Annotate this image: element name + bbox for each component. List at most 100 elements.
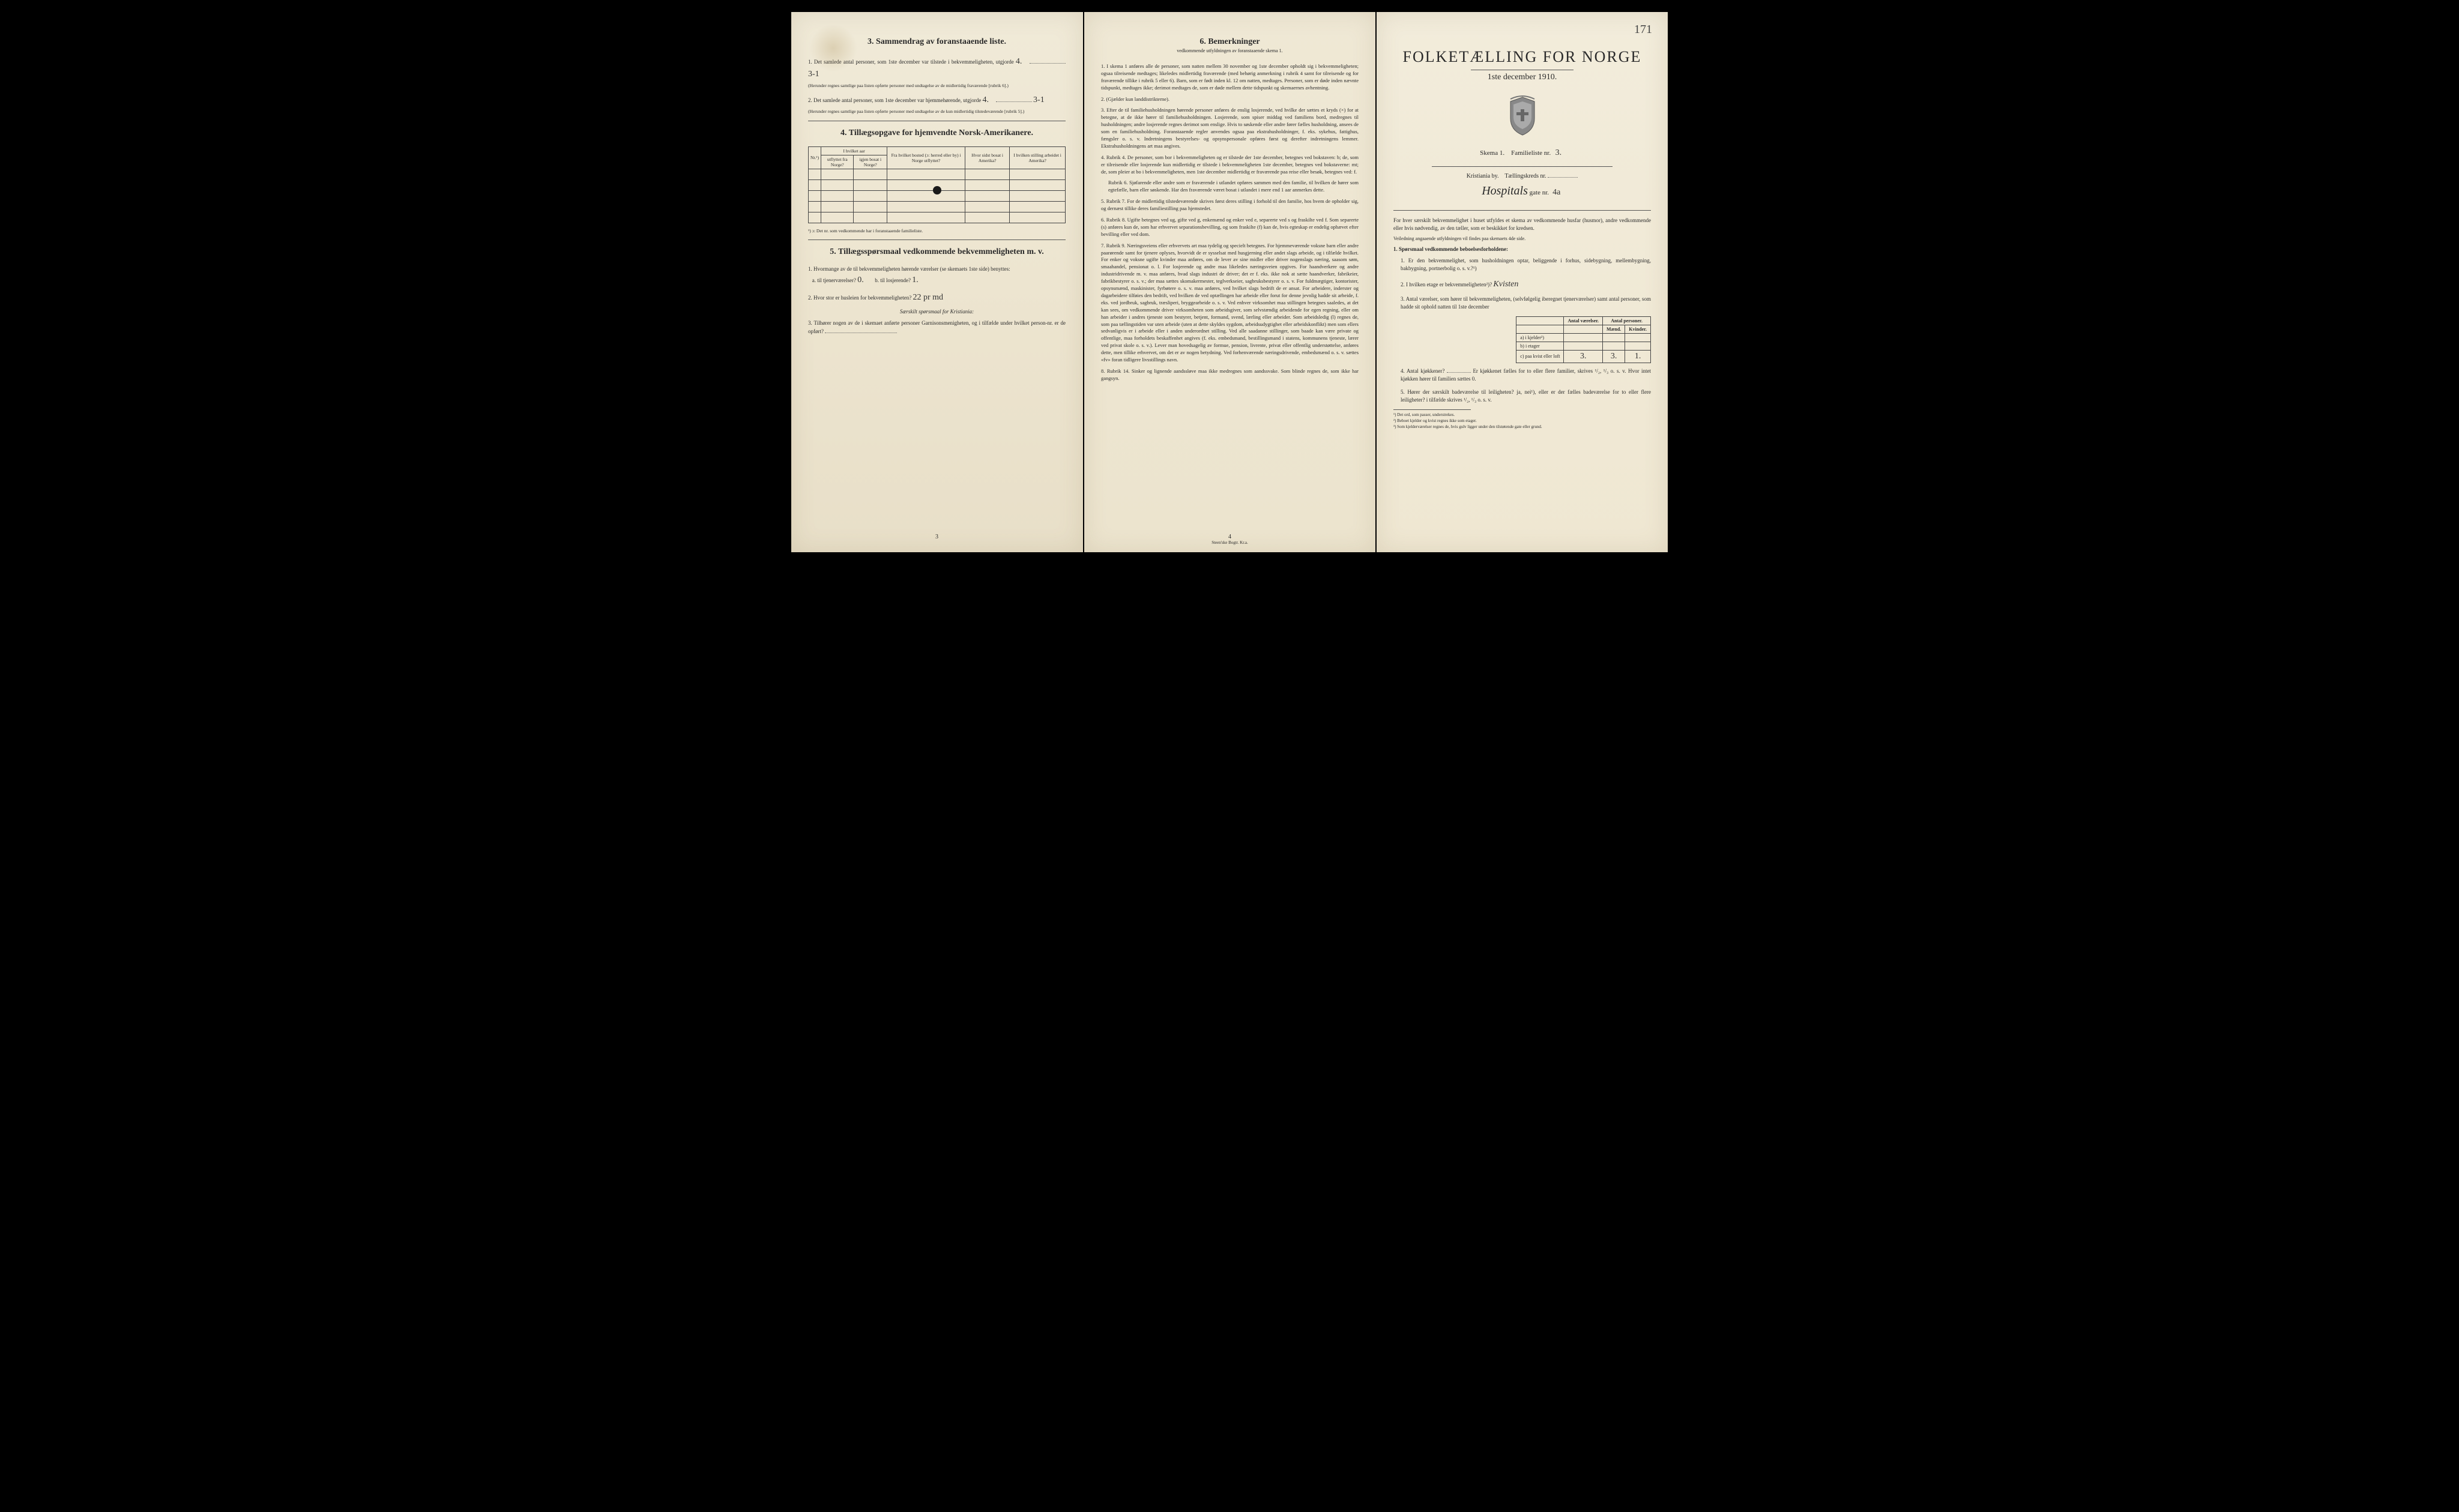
rule xyxy=(1393,210,1651,211)
rq2: 2. I hvilken etage er bekvemmeligheten²)… xyxy=(1401,278,1651,291)
q2: 2. Det samlede antal personer, som 1ste … xyxy=(808,94,1066,115)
bemerk-4b: Rubrik 6. Sjøfarende eller andre som er … xyxy=(1108,179,1359,194)
fn3: ³) Som kjelderværelser regnes de, hvis g… xyxy=(1393,424,1651,429)
dotted xyxy=(1030,58,1066,64)
gate-label: gate nr. xyxy=(1530,189,1549,196)
gate-hand: 4a xyxy=(1551,188,1563,197)
q2-text: Det samlede antal personer, som 1ste dec… xyxy=(813,97,981,103)
q2-note: (Herunder regnes samtlige paa listen opf… xyxy=(808,109,1066,115)
date-line: 1ste december 1910. xyxy=(1393,73,1651,82)
q1-note: (Herunder regnes samtlige paa listen opf… xyxy=(808,83,1066,89)
kreds-label: Tællingskreds nr. xyxy=(1504,173,1546,179)
trifold-document: 3. Sammendrag av foranstaaende liste. 1.… xyxy=(791,12,1668,552)
bemerk-5-text: Rubrik 7. For de midlertidig tilstedevær… xyxy=(1101,198,1359,211)
dotted xyxy=(825,327,897,333)
th-utflyttet: utflyttet fra Norge? xyxy=(821,155,854,169)
bemerk-7-text: Rubrik 9. Næringsveiens eller erhvervets… xyxy=(1101,242,1359,363)
s5-q1b-hand: 1. xyxy=(912,274,924,286)
byline: Kristiania by. xyxy=(1467,173,1499,179)
rule xyxy=(808,239,1066,240)
s5-q2: 2. Hvor stor er husleien for bekvemmelig… xyxy=(808,291,1066,304)
s5-subhead: Særskilt spørsmaal for Kristiania: xyxy=(808,309,1066,315)
room-table: Antal værelser. Antal personer. Mænd. Kv… xyxy=(1516,316,1651,363)
page-num-3: 3 xyxy=(935,534,938,540)
s5-q1-text: Hvormange av de til bekvemmeligheten hør… xyxy=(813,266,1010,272)
dotted xyxy=(1447,367,1471,373)
bemerk-1-text: I skema 1 anføres alle de personer, som … xyxy=(1101,63,1359,91)
skema-line: Skema 1. Familieliste nr. 3. xyxy=(1393,148,1651,158)
th-nr: Nr.¹) xyxy=(809,146,821,169)
s5-q1: 1. Hvormange av de til bekvemmeligheten … xyxy=(808,265,1066,286)
bemerk-4: 4. Rubrik 4. De personer, som bor i bekv… xyxy=(1101,154,1359,176)
s5-q1a: a. til tjenerværelser? xyxy=(812,277,856,283)
section6-sub: vedkommende utfyldningen av foranstaaend… xyxy=(1101,48,1359,53)
rq2-hand: Kvisten xyxy=(1493,278,1518,291)
th-amerika: Hvor sidst bosat i Amerika? xyxy=(965,146,1010,169)
middle-panel: 6. Bemerkninger vedkommende utfyldningen… xyxy=(1084,12,1375,552)
rq5-text: Hører der særskilt badeværelse til leili… xyxy=(1401,389,1651,403)
corner-number: 171 xyxy=(1634,23,1652,37)
rt-rowC: c) paa kvist eller loft xyxy=(1516,350,1564,363)
rt-rowA: a) i kjelder²) xyxy=(1516,333,1564,342)
main-title: FOLKETÆLLING FOR NORGE xyxy=(1393,48,1651,66)
s5-q2-hand: 22 pr md xyxy=(913,291,943,304)
rq4: 4. Antal kjøkkener? Er kjøkkenet fælles … xyxy=(1401,367,1651,384)
street-hand: Hospitals xyxy=(1482,184,1528,197)
bemerk-5: 5. Rubrik 7. For de midlertidig tilstede… xyxy=(1101,198,1359,212)
rt-rowB: b) i etager xyxy=(1516,342,1564,350)
rq3-text: Antal værelser, som hører til bekvemmeli… xyxy=(1401,296,1651,310)
s5-q3: 3. Tilhører nogen av de i skemaet anført… xyxy=(808,319,1066,336)
skema-b: Familieliste nr. xyxy=(1511,149,1551,157)
page-num-4: 4 xyxy=(1228,534,1231,540)
bemerk-8-text: Rubrik 14. Sinker og lignende aandssløve… xyxy=(1101,368,1359,381)
left-panel: 3. Sammendrag av foranstaaende liste. 1.… xyxy=(791,12,1083,552)
q-header: 1. Spørsmaal vedkommende beboelsesforhol… xyxy=(1393,245,1651,253)
bemerk-6: 6. Rubrik 8. Ugifte betegnes ved ug, gif… xyxy=(1101,217,1359,238)
th-bosat: igjen bosat i Norge? xyxy=(854,155,887,169)
th-aar: I hvilket aar xyxy=(821,146,887,155)
rt-h2a: Mænd. xyxy=(1603,325,1625,333)
bemerk-6-text: Rubrik 8. Ugifte betegnes ved ug, gifte … xyxy=(1101,217,1359,237)
q1-hand2: 3-1 xyxy=(808,68,820,80)
dotted xyxy=(1548,172,1578,178)
skema-a: Skema 1. xyxy=(1480,149,1504,157)
bemerk-2-text: (Gjælder kun landdistrikterne). xyxy=(1106,96,1170,102)
rq4-text: Antal kjøkkener? xyxy=(1407,368,1445,374)
s5-q2-text: Hvor stor er husleien for bekvemmelighet… xyxy=(813,295,911,301)
stain xyxy=(809,24,857,72)
s5-q1b: b. til losjerende? xyxy=(875,277,911,283)
rule xyxy=(1432,166,1612,167)
q2-hand2: 3-1 xyxy=(1033,94,1045,106)
q-header-text: Spørsmaal vedkommende beboelsesforholden… xyxy=(1399,246,1508,252)
bemerk-2: 2. (Gjælder kun landdistrikterne). xyxy=(1101,96,1359,103)
bemerk-8: 8. Rubrik 14. Sinker og lignende aandssl… xyxy=(1101,368,1359,382)
bemerk-3: 3. Efter de til familiehusholdningen hør… xyxy=(1101,107,1359,149)
bemerk-3-text: Efter de til familiehusholdningen hørend… xyxy=(1101,107,1359,148)
intro1: For hver særskilt bekvemmelighet i huset… xyxy=(1393,217,1651,232)
s5-q1a-hand: 0. xyxy=(857,274,869,286)
skema-hand: 3. xyxy=(1552,148,1564,158)
rt-h2: Antal personer. xyxy=(1603,316,1651,325)
bemerk-7: 7. Rubrik 9. Næringsveiens eller erhverv… xyxy=(1101,242,1359,364)
rule xyxy=(1393,409,1471,410)
fn1: ¹) Det ord, som passer, understrekes. xyxy=(1393,412,1651,417)
valC3: 1. xyxy=(1632,352,1644,361)
th-stilling: I hvilken stilling arbeidet i Amerika? xyxy=(1010,146,1066,169)
gate-line: Hospitals gate nr. 4a xyxy=(1393,184,1651,198)
table4-footnote: ¹) ɔ: Det nr. som vedkommende har i fora… xyxy=(808,228,1066,234)
coat-of-arms-icon xyxy=(1504,94,1540,136)
q1-hand1: 4. xyxy=(1016,55,1028,68)
valC1: 3. xyxy=(1577,352,1589,361)
intro2: Veiledning angaaende utfyldningen vil fi… xyxy=(1393,235,1651,242)
rq2-text: I hvilken etage er bekvemmeligheten²)? xyxy=(1406,282,1492,288)
dotted xyxy=(996,96,1032,102)
valC2: 3. xyxy=(1608,352,1620,361)
rq1-text: Er den bekvemmelighet, som husholdningen… xyxy=(1401,258,1651,272)
kreds-line: Kristiania by. Tællingskreds nr. xyxy=(1393,172,1651,179)
blackdot xyxy=(933,186,941,194)
rq5: 5. Hører der særskilt badeværelse til le… xyxy=(1401,388,1651,405)
section4-title: 4. Tillægsopgave for hjemvendte Norsk-Am… xyxy=(808,128,1066,138)
bemerk-1: 1. I skema 1 anføres alle de personer, s… xyxy=(1101,63,1359,92)
section5-title: 5. Tillægsspørsmaal vedkommende bekvemme… xyxy=(808,247,1066,257)
fn2: ²) Beboet kjelder og kvist regnes ikke s… xyxy=(1393,418,1651,423)
